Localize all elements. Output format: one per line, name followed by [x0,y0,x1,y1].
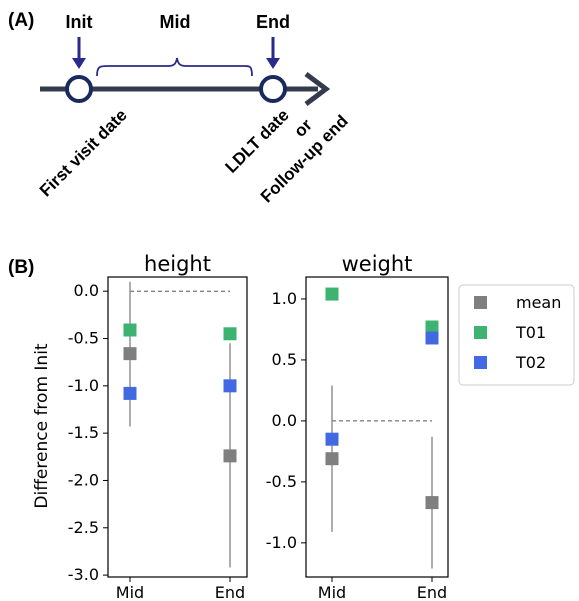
y-tick-label: 0.5 [272,350,297,369]
init-node [65,75,93,103]
point-T02 [325,432,339,446]
x-tick-label: Mid [116,583,144,601]
y-tick-label: -1.0 [266,533,297,552]
end-label-line-1: LDLT date [222,105,293,176]
chart-title: weight [342,252,413,276]
point-T01 [425,320,439,334]
point-mean [425,496,439,510]
y-tick-label: -3.0 [68,565,99,584]
legend-label-T02: T02 [515,353,546,372]
point-T02 [123,386,137,400]
point-T01 [123,323,137,337]
y-tick-label: -1.0 [68,376,99,395]
end-node [259,75,287,103]
y-tick-label: 0.0 [272,411,297,430]
chart-title: height [144,252,211,276]
plot-frame [107,276,248,578]
y-tick-label: 0.0 [74,281,99,300]
stage-label-init: Init [66,12,93,32]
end-marker-arrow [266,37,280,69]
y-tick-label: -1.5 [68,423,99,442]
legend: mean T01 T02 [458,284,575,386]
stage-label-mid: Mid [160,12,191,32]
point-mean [325,452,339,466]
point-mean [223,449,237,463]
panel-a-timeline: (A) Init Mid End First visit date LDLT d… [8,10,352,206]
point-T02 [425,331,439,345]
y-axis-label: Difference from Init [32,343,52,509]
y-tick-label: -0.5 [266,472,297,491]
chart-weight: weight 1.0 0.5 0.0 -0.5 -1.0 Mid End [266,252,449,601]
point-T01 [223,327,237,341]
y-tick-label: 1.0 [272,289,297,308]
x-tick-label: End [417,583,447,601]
point-mean [123,347,137,361]
point-T01 [325,287,339,301]
y-tick-label: -2.0 [68,470,99,489]
legend-label-T01: T01 [515,323,546,342]
y-tick-label: -0.5 [68,329,99,348]
mid-brace [96,57,253,77]
panel-a-label: (A) [8,10,34,31]
x-tick-label: Mid [318,583,346,601]
start-date-label: First visit date [36,105,131,200]
legend-frame [458,284,575,386]
timeline-arrowhead [304,72,331,106]
legend-swatch-T01 [474,326,487,339]
y-tick-label: -2.5 [68,518,99,537]
legend-swatch-mean [474,296,487,309]
panel-b-charts: (B) Difference from Init height 0.0 -0.5 -1… [8,252,575,601]
panel-b-label: (B) [8,257,34,278]
point-T02 [223,379,237,393]
plot-frame [305,276,449,578]
init-marker-arrow [72,37,86,69]
chart-height: height 0.0 -0.5 -1.0 -1.5 -2.0 -2.5 -3.0 Mid End [68,252,248,601]
stage-label-end: End [256,12,290,32]
legend-label-mean: mean [516,293,561,312]
x-tick-label: End [215,583,245,601]
legend-swatch-T02 [474,356,487,369]
